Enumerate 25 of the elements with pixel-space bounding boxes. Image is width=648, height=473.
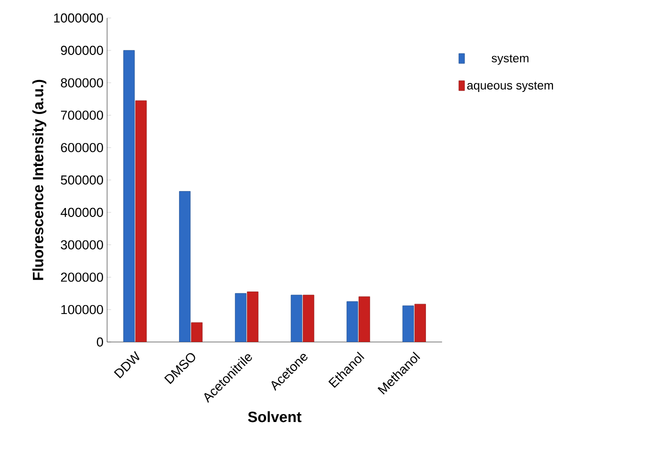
bar <box>402 306 414 342</box>
y-tick-label: 1000000 <box>54 13 104 23</box>
y-tick-label: 200000 <box>61 272 104 282</box>
y-tick-label: 100000 <box>61 305 104 314</box>
y-tick-label: 900000 <box>60 46 104 55</box>
bar <box>234 293 246 342</box>
bar <box>135 100 147 342</box>
bar <box>191 322 203 342</box>
bar <box>414 304 426 342</box>
y-axis-title: Fluorescence Intensity (a.u.) <box>32 80 46 280</box>
y-tick-label: 500000 <box>60 175 104 185</box>
legend-label: system <box>492 54 528 65</box>
y-tick-label: 700000 <box>61 110 104 120</box>
bar <box>123 50 135 342</box>
y-tick-label: 300000 <box>60 240 104 250</box>
y-tick-label: 0 <box>96 337 104 347</box>
x-axis-title: Solvent <box>248 411 302 422</box>
bar <box>358 296 370 342</box>
y-tick-label: 400000 <box>60 208 104 217</box>
y-tick-label: 800000 <box>60 78 104 88</box>
bar <box>246 292 258 342</box>
y-tick-label: 600000 <box>61 143 104 152</box>
bar <box>179 191 191 342</box>
bar <box>346 301 358 342</box>
legend-label: aqueous system <box>467 82 553 92</box>
